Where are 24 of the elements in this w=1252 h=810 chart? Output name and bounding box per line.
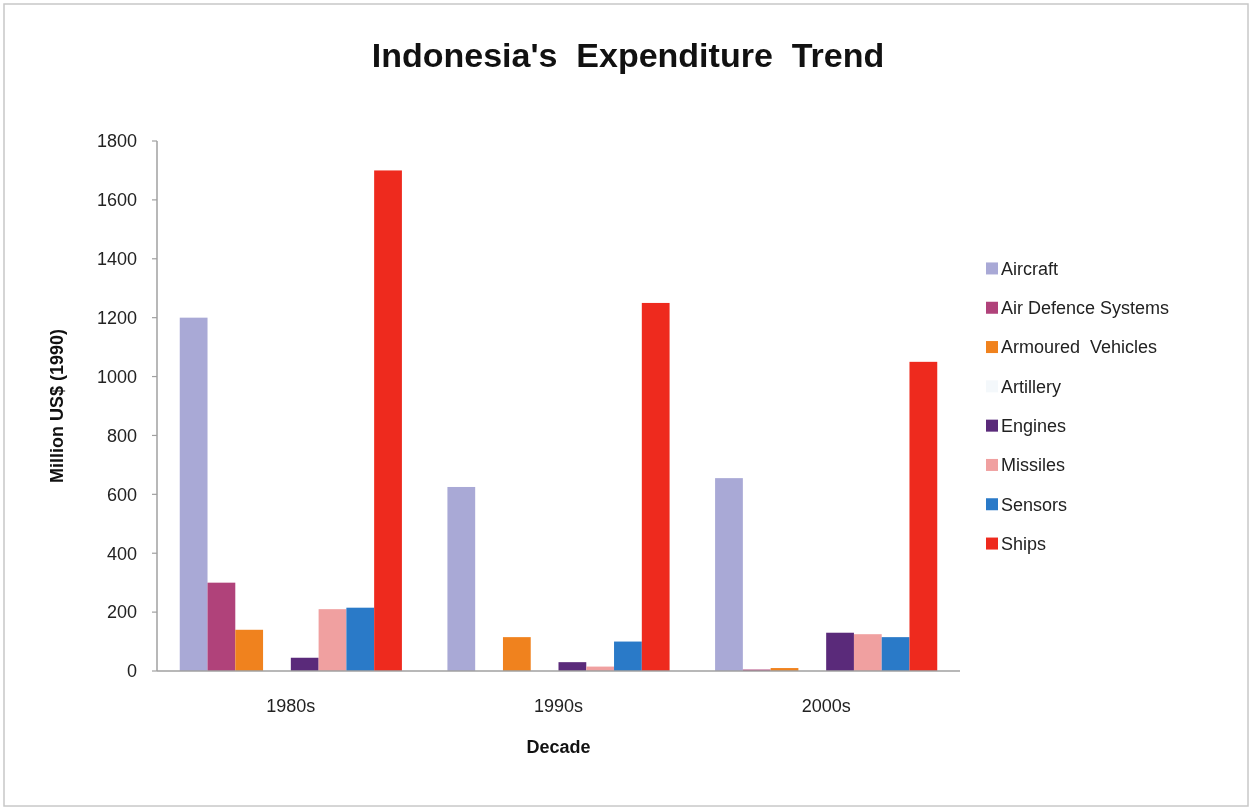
x-tick-label: 2000s	[801, 696, 851, 716]
y-tick-label: 600	[106, 484, 137, 505]
y-tick-label: 1200	[96, 307, 137, 328]
y-tick-label: 1000	[96, 366, 137, 387]
legend-label: Armoured Vehicles	[1001, 337, 1158, 358]
y-tick-label: 1400	[96, 249, 137, 270]
chart-title: Indonesia's Expenditure Trend	[371, 36, 885, 74]
x-tick-label: 1980s	[266, 696, 316, 716]
y-tick-label: 800	[106, 425, 137, 446]
legend-label: Engines	[1001, 415, 1067, 436]
legend-label: Missiles	[1001, 455, 1066, 476]
y-tick-label: 200	[106, 602, 137, 623]
y-tick-label: 400	[106, 543, 137, 564]
y-tick-label: 1600	[96, 190, 137, 211]
y-tick-label: 0	[126, 661, 137, 682]
legend-label: Ships	[1001, 533, 1047, 554]
y-axis-title: Million US$ (1990)	[47, 328, 67, 484]
y-tick-label: 1800	[96, 131, 137, 152]
legend-label: Aircraft	[1001, 258, 1059, 279]
legend-label: Sensors	[1001, 494, 1068, 515]
x-axis-title: Decade	[526, 737, 591, 757]
x-tick-label: 1990s	[533, 696, 584, 716]
legend-label: Air Defence Systems	[1001, 298, 1170, 319]
legend-label: Artillery	[1001, 376, 1062, 397]
